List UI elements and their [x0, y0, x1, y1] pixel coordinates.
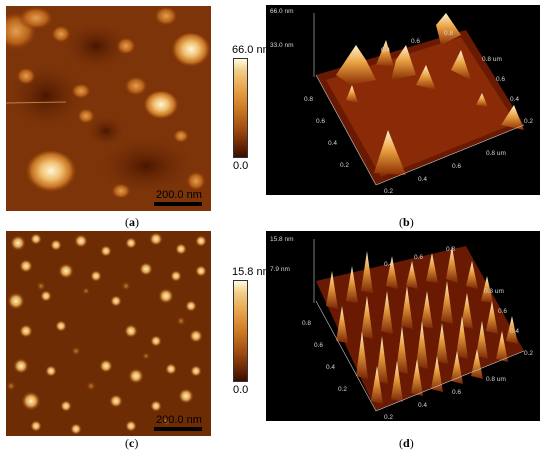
- left-tick-d-2: 0.6: [314, 342, 323, 349]
- colorbar-min-label-a: 0.0: [233, 160, 249, 172]
- caption-c: (c): [125, 436, 139, 450]
- y-tick-d-3: 0.6: [498, 308, 507, 315]
- x-tick-d-2: 0.4: [418, 402, 427, 409]
- z-top-label-b: 66.0 nm: [270, 8, 294, 15]
- y-tick-b-1: 0.2: [524, 118, 533, 125]
- y-tick-b-2: 0.4: [510, 96, 519, 103]
- x-tick-d-4: 0.8 um: [486, 376, 506, 383]
- scale-bar-label-c: 200.0 nm: [156, 414, 202, 426]
- back-tick-b-1: 0.4: [381, 47, 390, 54]
- left-tick-b-2: 0.6: [316, 118, 325, 125]
- left-tick-b-4: 0.2: [340, 162, 349, 169]
- y-tick-b-3: 0.6: [496, 76, 505, 83]
- colorbar-min-label-c: 0.0: [233, 384, 249, 396]
- scale-bar-label-a: 200.0 nm: [156, 189, 202, 201]
- afm-image-c-surface: [6, 231, 211, 436]
- z-mid-label-d: 7.9 nm: [270, 266, 290, 273]
- back-tick-b-3: 0.8: [444, 30, 453, 37]
- colorbar-max-label-c: 15.8 nm: [232, 266, 272, 278]
- colorbar-max-label-a: 66.0 nm: [232, 44, 272, 56]
- back-tick-d-2: 0.6: [414, 254, 423, 261]
- z-mid-label-b: 33.0 nm: [270, 42, 294, 49]
- x-tick-b-4: 0.8 um: [486, 150, 506, 157]
- back-tick-d-1: 0.4: [384, 261, 393, 268]
- x-tick-d-3: 0.6: [452, 389, 461, 396]
- z-top-label-d: 15.8 nm: [270, 236, 294, 243]
- x-tick-d-1: 0.2: [384, 414, 393, 421]
- afm-3d-b-surface: 66.0 nm 33.0 nm 0.4 0.6 0.8 0.8 0.6 0.4 …: [270, 8, 533, 195]
- scale-bar-a: [154, 202, 202, 206]
- afm-image-c: 200.0 nm: [6, 231, 211, 436]
- left-tick-b-3: 0.4: [328, 140, 337, 147]
- y-tick-d-1: 0.2: [524, 350, 533, 357]
- back-tick-d-3: 0.8: [446, 246, 455, 253]
- afm-3d-view-d: 15.8 nm 7.9 nm 0.4 0.6 0.8 0.8 0.6 0.4 0…: [266, 231, 540, 421]
- caption-d: (d): [399, 436, 414, 450]
- y-tick-d-4: 0.8 um: [484, 288, 504, 295]
- left-tick-b-1: 0.8: [304, 96, 313, 103]
- afm-3d-view-b: 66.0 nm 33.0 nm 0.4 0.6 0.8 0.8 0.6 0.4 …: [266, 5, 540, 195]
- y-tick-b-4: 0.8 um: [482, 56, 502, 63]
- y-tick-d-2: 0.4: [510, 328, 519, 335]
- caption-b: (b): [399, 215, 414, 229]
- left-tick-d-4: 0.2: [338, 386, 347, 393]
- afm-image-a-surface: [0, 6, 211, 211]
- afm-3d-d-surface: 15.8 nm 7.9 nm 0.4 0.6 0.8 0.8 0.6 0.4 0…: [270, 236, 533, 421]
- afm-image-a: 200.0 nm: [0, 6, 211, 211]
- colorbar-a: [233, 58, 248, 158]
- left-tick-d-1: 0.8: [302, 320, 311, 327]
- x-tick-b-2: 0.4: [418, 176, 427, 183]
- x-tick-b-3: 0.6: [452, 163, 461, 170]
- colorbar-c: [233, 280, 248, 382]
- caption-a: (a): [125, 215, 139, 229]
- scale-bar-c: [154, 427, 202, 431]
- back-tick-b-2: 0.6: [411, 38, 420, 45]
- left-tick-d-3: 0.4: [326, 364, 335, 371]
- x-tick-b-1: 0.2: [384, 188, 393, 195]
